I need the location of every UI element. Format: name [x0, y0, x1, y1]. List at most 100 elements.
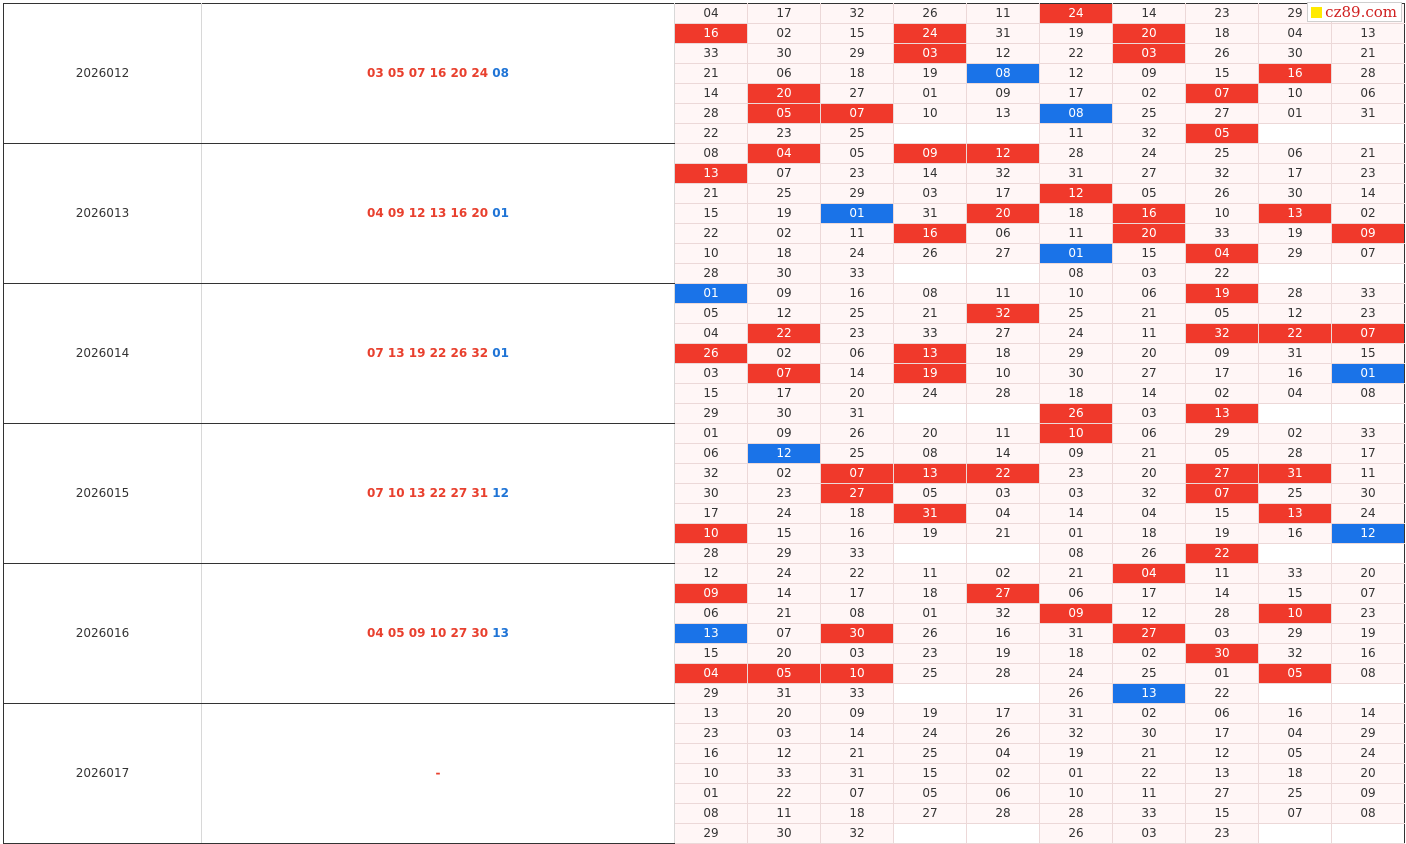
right-number-cell: 10	[1185, 203, 1259, 224]
right-number-cell: 11	[1331, 463, 1405, 484]
left-number-cell: 10	[674, 523, 748, 544]
right-number-cell: 13	[1331, 23, 1405, 44]
table-row: 16 12 21 25 04 19 21 12 05 24	[4, 743, 1405, 764]
right-number-cell: 24	[1039, 663, 1113, 684]
right-number-cell: 13	[1258, 503, 1332, 524]
right-number-cell: 13	[1258, 203, 1332, 224]
left-number-cell: 02	[966, 563, 1040, 584]
period-cell: 2026016	[3, 563, 202, 704]
left-number-cell: 09	[966, 83, 1040, 104]
draw-numbers-cell: -	[201, 703, 675, 844]
left-number-cell: 15	[820, 23, 894, 44]
left-number-cell: 12	[966, 43, 1040, 64]
right-number-cell: 12	[1039, 183, 1113, 204]
left-number-cell: 09	[747, 423, 821, 444]
left-number-cell: 31	[820, 763, 894, 784]
left-number-cell: 22	[747, 323, 821, 344]
table-row: 30 23 27 05 03 03 32 07 25 30	[4, 483, 1405, 504]
left-number-cell: 28	[674, 103, 748, 124]
right-number-cell: 12	[1185, 743, 1259, 764]
right-number-cell: 02	[1112, 83, 1186, 104]
left-number-cell	[966, 543, 1040, 564]
left-number-cell: 07	[747, 363, 821, 384]
right-number-cell: 16	[1258, 703, 1332, 724]
red-ball-numbers: 07 13 19 22 26 32	[367, 346, 489, 360]
right-number-cell: 26	[1185, 183, 1259, 204]
right-number-cell: 16	[1258, 63, 1332, 84]
left-number-cell: 11	[966, 423, 1040, 444]
left-number-cell: 29	[820, 43, 894, 64]
left-number-cell: 20	[966, 203, 1040, 224]
distribution-table: 2026012 03 05 07 16 20 24 08 04 17 32 26 11 24 1…	[3, 3, 1405, 844]
right-number-cell: 04	[1258, 23, 1332, 44]
left-number-cell: 11	[966, 283, 1040, 304]
left-number-cell: 03	[820, 643, 894, 664]
left-number-cell: 32	[966, 303, 1040, 324]
left-number-cell: 30	[747, 263, 821, 284]
draw-numbers-cell: 07 10 13 22 27 31 12	[201, 423, 675, 564]
left-number-cell: 18	[820, 63, 894, 84]
left-number-cell: 31	[966, 23, 1040, 44]
left-number-cell: 31	[893, 503, 967, 524]
right-number-cell: 31	[1039, 703, 1113, 724]
right-number-cell: 10	[1039, 783, 1113, 804]
left-number-cell: 03	[966, 483, 1040, 504]
right-number-cell: 24	[1331, 503, 1405, 524]
left-number-cell: 20	[747, 83, 821, 104]
right-number-cell: 20	[1331, 563, 1405, 584]
left-number-cell: 24	[747, 503, 821, 524]
left-number-cell: 19	[747, 203, 821, 224]
right-number-cell: 04	[1258, 383, 1332, 404]
right-number-cell: 09	[1112, 63, 1186, 84]
left-number-cell: 29	[674, 683, 748, 704]
table-row: 2026014 07 13 19 22 26 32 01 01 09 16 08 11 10 0…	[3, 283, 1405, 424]
right-number-cell	[1331, 823, 1405, 844]
right-number-cell: 32	[1112, 123, 1186, 144]
left-number-cell: 15	[747, 523, 821, 544]
right-number-cell: 05	[1258, 743, 1332, 764]
left-number-cell: 22	[966, 463, 1040, 484]
right-number-cell: 30	[1112, 723, 1186, 744]
table-row: 06 21 08 01 32 09 12 28 10 23	[4, 603, 1405, 624]
left-number-cell: 28	[674, 263, 748, 284]
left-number-cell: 04	[674, 663, 748, 684]
right-number-cell: 22	[1112, 763, 1186, 784]
right-number-cell: 10	[1258, 603, 1332, 624]
left-number-cell	[966, 683, 1040, 704]
left-number-cell: 20	[747, 703, 821, 724]
right-number-cell: 18	[1039, 643, 1113, 664]
right-number-cell: 25	[1258, 483, 1332, 504]
left-number-cell: 04	[966, 503, 1040, 524]
right-number-cell: 01	[1039, 523, 1113, 544]
right-number-cell: 11	[1039, 223, 1113, 244]
left-number-cell: 03	[893, 183, 967, 204]
left-number-cell: 23	[747, 483, 821, 504]
left-number-cell: 19	[893, 63, 967, 84]
right-number-cell: 22	[1258, 323, 1332, 344]
right-number-cell: 11	[1039, 123, 1113, 144]
left-number-cell: 02	[747, 343, 821, 364]
right-number-cell: 05	[1185, 443, 1259, 464]
right-number-cell: 28	[1185, 603, 1259, 624]
site-logo[interactable]: cz89.com	[1307, 2, 1402, 22]
table-row: 09 14 17 18 27 06 17 14 15 07	[4, 583, 1405, 604]
right-number-cell: 01	[1185, 663, 1259, 684]
right-number-cell: 03	[1112, 403, 1186, 424]
left-number-cell: 13	[674, 163, 748, 184]
right-number-cell: 06	[1331, 83, 1405, 104]
right-number-cell: 17	[1331, 443, 1405, 464]
left-number-cell: 21	[747, 603, 821, 624]
right-number-cell: 25	[1185, 143, 1259, 164]
left-number-cell: 17	[747, 3, 821, 24]
right-number-cell: 27	[1112, 363, 1186, 384]
left-number-cell: 16	[674, 743, 748, 764]
table-row: 04 22 23 33 27 24 11 32 22 07	[4, 323, 1405, 344]
right-number-cell: 13	[1185, 763, 1259, 784]
right-number-cell: 17	[1185, 723, 1259, 744]
right-number-cell: 29	[1039, 343, 1113, 364]
left-number-cell: 08	[674, 803, 748, 824]
left-number-cell: 26	[820, 423, 894, 444]
left-number-cell: 27	[820, 83, 894, 104]
right-number-cell: 23	[1331, 303, 1405, 324]
right-number-cell: 01	[1039, 243, 1113, 264]
